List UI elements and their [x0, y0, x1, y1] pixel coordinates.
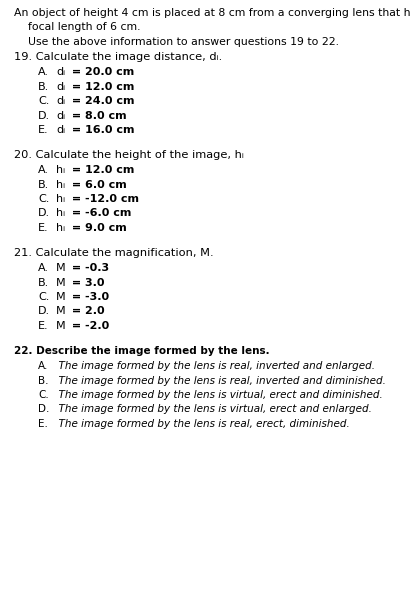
- Text: dᵢ: dᵢ: [56, 82, 65, 91]
- Text: = 9.0 cm: = 9.0 cm: [68, 223, 127, 233]
- Text: A.: A.: [38, 361, 48, 371]
- Text: = 12.0 cm: = 12.0 cm: [68, 165, 134, 175]
- Text: M: M: [56, 278, 66, 287]
- Text: hᵢ: hᵢ: [56, 180, 65, 189]
- Text: C.: C.: [38, 390, 49, 400]
- Text: D.: D.: [38, 307, 50, 317]
- Text: B.: B.: [38, 278, 49, 287]
- Text: 20. Calculate the height of the image, hᵢ: 20. Calculate the height of the image, h…: [14, 150, 244, 159]
- Text: M: M: [56, 292, 66, 302]
- Text: The image formed by the lens is real, inverted and enlarged.: The image formed by the lens is real, in…: [52, 361, 375, 371]
- Text: dᵢ: dᵢ: [56, 111, 65, 120]
- Text: D.: D.: [38, 111, 50, 120]
- Text: M: M: [56, 263, 66, 273]
- Text: 22. Describe the image formed by the lens.: 22. Describe the image formed by the len…: [14, 346, 270, 356]
- Text: Use the above information to answer questions 19 to 22.: Use the above information to answer ques…: [14, 37, 339, 47]
- Text: = -12.0 cm: = -12.0 cm: [68, 194, 139, 204]
- Text: = 2.0: = 2.0: [68, 307, 105, 317]
- Text: = 6.0 cm: = 6.0 cm: [68, 180, 127, 189]
- Text: dᵢ: dᵢ: [56, 67, 65, 77]
- Text: B.: B.: [38, 180, 49, 189]
- Text: 19. Calculate the image distance, dᵢ.: 19. Calculate the image distance, dᵢ.: [14, 52, 222, 61]
- Text: = -3.0: = -3.0: [68, 292, 109, 302]
- Text: The image formed by the lens is virtual, erect and diminished.: The image formed by the lens is virtual,…: [52, 390, 383, 400]
- Text: The image formed by the lens is real, erect, diminished.: The image formed by the lens is real, er…: [52, 419, 350, 429]
- Text: C.: C.: [38, 292, 49, 302]
- Text: E.: E.: [38, 321, 48, 331]
- Text: = 8.0 cm: = 8.0 cm: [68, 111, 127, 120]
- Text: M: M: [56, 321, 66, 331]
- Text: A.: A.: [38, 263, 49, 273]
- Text: 21. Calculate the magnification, M.: 21. Calculate the magnification, M.: [14, 248, 214, 257]
- Text: D.: D.: [38, 404, 49, 415]
- Text: B.: B.: [38, 376, 48, 385]
- Text: hᵢ: hᵢ: [56, 223, 65, 233]
- Text: C.: C.: [38, 96, 49, 106]
- Text: The image formed by the lens is real, inverted and diminished.: The image formed by the lens is real, in…: [52, 376, 386, 385]
- Text: hᵢ: hᵢ: [56, 194, 65, 204]
- Text: The image formed by the lens is virtual, erect and enlarged.: The image formed by the lens is virtual,…: [52, 404, 372, 415]
- Text: = -0.3: = -0.3: [68, 263, 109, 273]
- Text: = -6.0 cm: = -6.0 cm: [68, 209, 132, 219]
- Text: E.: E.: [38, 125, 48, 135]
- Text: A.: A.: [38, 165, 49, 175]
- Text: hᵢ: hᵢ: [56, 209, 65, 219]
- Text: E.: E.: [38, 419, 48, 429]
- Text: C.: C.: [38, 194, 49, 204]
- Text: = 16.0 cm: = 16.0 cm: [68, 125, 134, 135]
- Text: = 12.0 cm: = 12.0 cm: [68, 82, 134, 91]
- Text: focal length of 6 cm.: focal length of 6 cm.: [14, 22, 141, 32]
- Text: D.: D.: [38, 209, 50, 219]
- Text: dᵢ: dᵢ: [56, 125, 65, 135]
- Text: An object of height 4 cm is placed at 8 cm from a converging lens that has a: An object of height 4 cm is placed at 8 …: [14, 8, 411, 18]
- Text: = 3.0: = 3.0: [68, 278, 104, 287]
- Text: B.: B.: [38, 82, 49, 91]
- Text: M: M: [56, 307, 66, 317]
- Text: dᵢ: dᵢ: [56, 96, 65, 106]
- Text: = 20.0 cm: = 20.0 cm: [68, 67, 134, 77]
- Text: A.: A.: [38, 67, 49, 77]
- Text: hᵢ: hᵢ: [56, 165, 65, 175]
- Text: E.: E.: [38, 223, 48, 233]
- Text: = -2.0: = -2.0: [68, 321, 109, 331]
- Text: = 24.0 cm: = 24.0 cm: [68, 96, 134, 106]
